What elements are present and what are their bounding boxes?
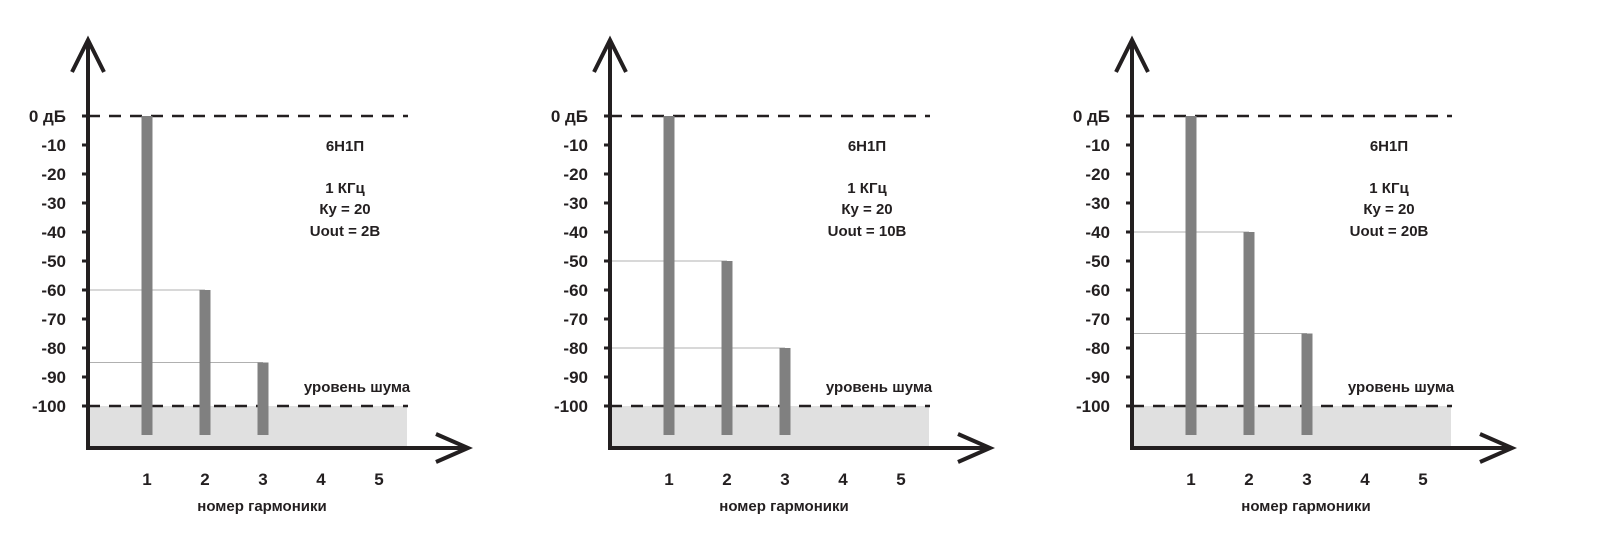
annotation-1: 6Н1П xyxy=(1370,138,1408,155)
bar-harmonic-3 xyxy=(1301,333,1313,435)
y-tick-label: -100 xyxy=(1076,397,1110,416)
x-tick-label: 1 xyxy=(664,470,673,489)
y-tick-label: -50 xyxy=(563,252,588,271)
annotation-2: 1 КГц xyxy=(1369,180,1409,197)
y-tick-label: -60 xyxy=(1085,281,1110,300)
y-tick-label: -90 xyxy=(1085,368,1110,387)
y-axis-arrowhead xyxy=(1114,35,1150,73)
y-tick-label: -20 xyxy=(41,165,66,184)
noise-floor-region xyxy=(610,406,929,448)
chart-panel-1: 0 дБ -10 -20 -30 -40 -50 -60 -70 -80 -90 -100 1 2 3 4 5… xyxy=(29,35,473,515)
x-tick-label: 2 xyxy=(1244,470,1253,489)
bar-harmonic-1 xyxy=(141,116,153,435)
y-tick-label: -40 xyxy=(1085,223,1110,242)
y-tick-label: -30 xyxy=(563,194,588,213)
annotation-1: 6Н1П xyxy=(326,138,364,155)
y-tick-label: -50 xyxy=(41,252,66,271)
chart-panel-2: 0 дБ -10 -20 -30 -40 -50 -60 -70 -80 -90 -100 1 2 3 4 5… xyxy=(551,35,995,515)
x-tick-label: 5 xyxy=(896,470,905,489)
y-tick-label: 0 дБ xyxy=(1073,107,1110,126)
y-tick-label: -70 xyxy=(41,310,66,329)
y-tick-label: -90 xyxy=(563,368,588,387)
y-tick-label: -10 xyxy=(1085,136,1110,155)
y-tick-label: -20 xyxy=(1085,165,1110,184)
y-tick-label: -80 xyxy=(563,339,588,358)
annotation-4: Uout = 20В xyxy=(1350,223,1429,240)
annotation-3: Ку = 20 xyxy=(1363,201,1414,218)
x-tick-label: 4 xyxy=(838,470,848,489)
x-axis-arrowhead xyxy=(435,432,473,464)
annotation-2: 1 КГц xyxy=(325,180,365,197)
x-tick-label: 4 xyxy=(316,470,326,489)
x-tick-label: 3 xyxy=(780,470,789,489)
x-tick-label: 3 xyxy=(1302,470,1311,489)
x-axis-label: номер гармоники xyxy=(197,498,326,515)
noise-floor-region xyxy=(1132,406,1451,448)
x-axis-arrowhead xyxy=(957,432,995,464)
x-axis-label: номер гармоники xyxy=(719,498,848,515)
y-tick-label: -10 xyxy=(41,136,66,155)
x-tick-label: 1 xyxy=(1186,470,1195,489)
x-tick-label: 2 xyxy=(200,470,209,489)
bar-harmonic-1 xyxy=(663,116,675,435)
x-tick-label: 5 xyxy=(374,470,383,489)
annotation-4: Uout = 10В xyxy=(828,223,907,240)
y-tick-label: -40 xyxy=(41,223,66,242)
bar-harmonic-1 xyxy=(1185,116,1197,435)
y-tick-label: -70 xyxy=(563,310,588,329)
y-axis-arrowhead xyxy=(70,35,106,73)
noise-level-label: уровень шума xyxy=(304,379,411,396)
bar-harmonic-3 xyxy=(779,348,791,435)
annotation-2: 1 КГц xyxy=(847,180,887,197)
annotation-1: 6Н1П xyxy=(848,138,886,155)
annotation-4: Uout = 2В xyxy=(310,223,381,240)
y-tick-label: -30 xyxy=(1085,194,1110,213)
annotation-3: Ку = 20 xyxy=(319,201,370,218)
y-tick-label: -60 xyxy=(41,281,66,300)
x-tick-label: 4 xyxy=(1360,470,1370,489)
y-tick-label: -100 xyxy=(32,397,66,416)
chart-panel-3: 0 дБ -10 -20 -30 -40 -50 -60 -70 -80 -90 -100 1 2 3 4 5… xyxy=(1073,35,1517,515)
noise-level-label: уровень шума xyxy=(1348,379,1455,396)
x-tick-label: 2 xyxy=(722,470,731,489)
y-tick-label: 0 дБ xyxy=(551,107,588,126)
y-tick-label: -100 xyxy=(554,397,588,416)
y-tick-label: 0 дБ xyxy=(29,107,66,126)
y-tick-label: -40 xyxy=(563,223,588,242)
x-tick-label: 1 xyxy=(142,470,151,489)
bar-harmonic-2 xyxy=(199,290,211,435)
x-tick-label: 3 xyxy=(258,470,267,489)
annotation-3: Ку = 20 xyxy=(841,201,892,218)
x-axis-arrowhead xyxy=(1479,432,1517,464)
noise-floor-region xyxy=(88,406,407,448)
y-tick-label: -10 xyxy=(563,136,588,155)
y-tick-label: -50 xyxy=(1085,252,1110,271)
bar-harmonic-2 xyxy=(1243,232,1255,435)
bar-harmonic-3 xyxy=(257,362,269,435)
y-tick-label: -90 xyxy=(41,368,66,387)
x-tick-label: 5 xyxy=(1418,470,1427,489)
y-tick-label: -80 xyxy=(1085,339,1110,358)
y-tick-label: -80 xyxy=(41,339,66,358)
y-tick-label: -20 xyxy=(563,165,588,184)
x-axis-label: номер гармоники xyxy=(1241,498,1370,515)
y-tick-label: -60 xyxy=(563,281,588,300)
y-axis-arrowhead xyxy=(592,35,628,73)
y-tick-label: -30 xyxy=(41,194,66,213)
y-tick-label: -70 xyxy=(1085,310,1110,329)
bar-harmonic-2 xyxy=(721,261,733,435)
noise-level-label: уровень шума xyxy=(826,379,933,396)
